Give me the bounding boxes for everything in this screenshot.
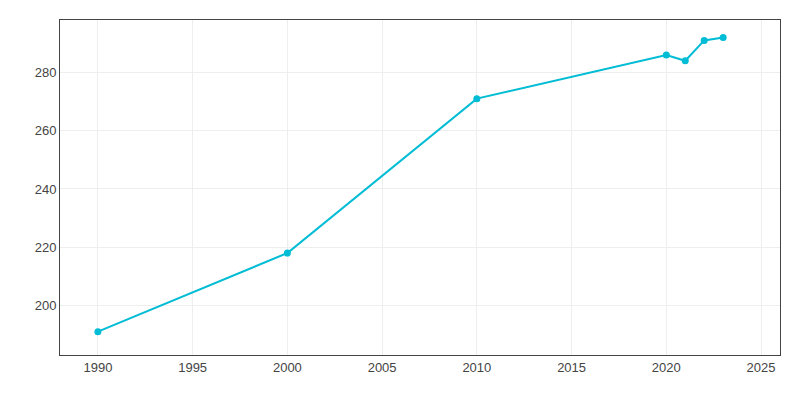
svg-text:1995: 1995 xyxy=(178,360,207,375)
svg-text:2020: 2020 xyxy=(652,360,681,375)
svg-text:220: 220 xyxy=(35,240,57,255)
svg-text:280: 280 xyxy=(35,65,57,80)
svg-text:240: 240 xyxy=(35,182,57,197)
svg-text:200: 200 xyxy=(35,298,57,313)
svg-text:260: 260 xyxy=(35,123,57,138)
svg-text:2015: 2015 xyxy=(557,360,586,375)
svg-text:2005: 2005 xyxy=(368,360,397,375)
svg-text:1990: 1990 xyxy=(83,360,112,375)
svg-text:2000: 2000 xyxy=(273,360,302,375)
svg-text:2025: 2025 xyxy=(747,360,776,375)
svg-text:2010: 2010 xyxy=(462,360,491,375)
